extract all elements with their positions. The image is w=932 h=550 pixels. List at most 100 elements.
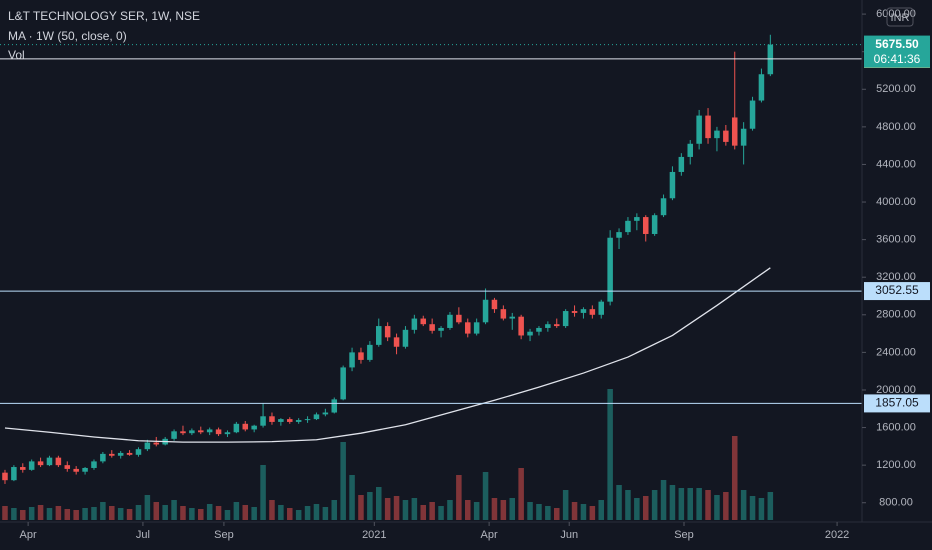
candle-body <box>660 198 667 216</box>
candle-body <box>553 324 560 327</box>
x-tick-label: Apr <box>20 529 37 541</box>
candle-body <box>180 431 186 434</box>
volume-bar <box>269 500 275 520</box>
candle-body <box>420 318 427 325</box>
candle-body <box>2 472 8 481</box>
currency-label[interactable]: INR <box>891 12 910 24</box>
price-line-label: 3052.55 <box>875 283 919 297</box>
candle-body <box>491 299 498 310</box>
candle-body <box>64 465 71 469</box>
volume-bar <box>367 492 373 520</box>
candle-body <box>527 331 533 336</box>
candle-body <box>260 416 266 426</box>
candle-body <box>598 301 605 315</box>
candle-body <box>545 324 551 328</box>
y-tick-label: 1200.00 <box>876 459 916 471</box>
volume-bar <box>678 488 685 520</box>
last-price-bg <box>864 35 930 68</box>
volume-bar <box>758 498 765 520</box>
volume-bar <box>109 506 115 520</box>
volume-bar <box>723 492 729 520</box>
y-tick-label: 6000.00 <box>876 8 916 20</box>
candle-body <box>758 74 765 101</box>
candle-body <box>687 143 693 157</box>
moving-average <box>4 267 771 443</box>
volume-bar <box>126 509 133 520</box>
y-tick-label: 5200.00 <box>876 83 916 95</box>
candle-body <box>456 314 462 323</box>
y-tick-label: 2800.00 <box>876 309 916 321</box>
y-tick-label: 3200.00 <box>876 271 916 283</box>
volume-bar <box>376 487 382 520</box>
volume-bar <box>304 506 311 520</box>
y-tick-label: 1600.00 <box>876 421 916 433</box>
volume-bar <box>224 510 231 520</box>
volume-bar <box>11 508 17 520</box>
x-tick-label: 2022 <box>825 529 849 541</box>
volume-bar <box>705 490 711 520</box>
volume-bar <box>651 490 658 520</box>
volume-label: Vol <box>8 48 25 62</box>
candle-body <box>117 452 124 456</box>
candle-body <box>28 461 35 470</box>
candle-body <box>651 215 658 234</box>
candle-body <box>251 425 257 430</box>
volume-bar <box>687 488 693 520</box>
candle-body <box>473 322 480 334</box>
candle-body <box>634 217 640 221</box>
candle-body <box>55 457 62 466</box>
price-line-label-bg <box>864 282 930 301</box>
volume-bar <box>91 507 97 520</box>
volume-bar <box>411 498 418 520</box>
candle-body <box>518 316 524 336</box>
volume-bar <box>278 505 284 520</box>
volume-bar <box>331 500 338 520</box>
candle-body <box>206 429 213 433</box>
candle-body <box>384 326 391 338</box>
volume-bar <box>28 507 35 520</box>
volume-bar <box>491 498 498 520</box>
volume-bar <box>233 502 240 520</box>
countdown-label: 06:41:36 <box>874 52 921 66</box>
candle-body <box>607 237 613 302</box>
candle-body <box>287 419 293 422</box>
volume-bar <box>642 496 649 520</box>
volume-bar <box>553 508 560 520</box>
volume-bar <box>456 475 462 520</box>
currency-box[interactable] <box>886 7 914 27</box>
candle-body <box>242 423 249 430</box>
volume-bar <box>598 500 605 520</box>
volume-bar <box>731 436 738 520</box>
volume-bar <box>482 472 489 520</box>
volume-bar <box>518 468 524 520</box>
volume-bar <box>393 496 400 520</box>
candle-body <box>153 442 160 445</box>
candle-body <box>215 429 222 435</box>
volume-bar <box>73 510 79 520</box>
price-line-label-bg <box>864 394 930 413</box>
price-line-label: 1857.05 <box>875 396 919 410</box>
candle-body <box>429 324 435 331</box>
volume-bar <box>340 442 346 520</box>
candle-body <box>571 311 578 313</box>
volume-bar <box>198 509 204 520</box>
candle-body <box>393 337 400 347</box>
indicator-label: MA · 1W (50, close, 0) <box>8 29 127 43</box>
volume-bar <box>616 485 622 520</box>
volume-bar <box>206 504 213 520</box>
volume-bar <box>580 504 587 520</box>
candle-body <box>464 322 471 334</box>
candle-body <box>144 442 151 450</box>
volume-bar <box>429 502 435 520</box>
volume-layer <box>2 389 774 520</box>
volume-bar <box>287 508 293 520</box>
volume-bar <box>438 506 444 520</box>
candle-body <box>46 457 53 466</box>
y-tick-label: 3600.00 <box>876 234 916 246</box>
volume-bar <box>313 504 320 520</box>
candle-body <box>482 299 489 323</box>
candle-body <box>295 420 302 422</box>
volume-bar <box>464 500 471 520</box>
candle-body <box>224 432 231 435</box>
